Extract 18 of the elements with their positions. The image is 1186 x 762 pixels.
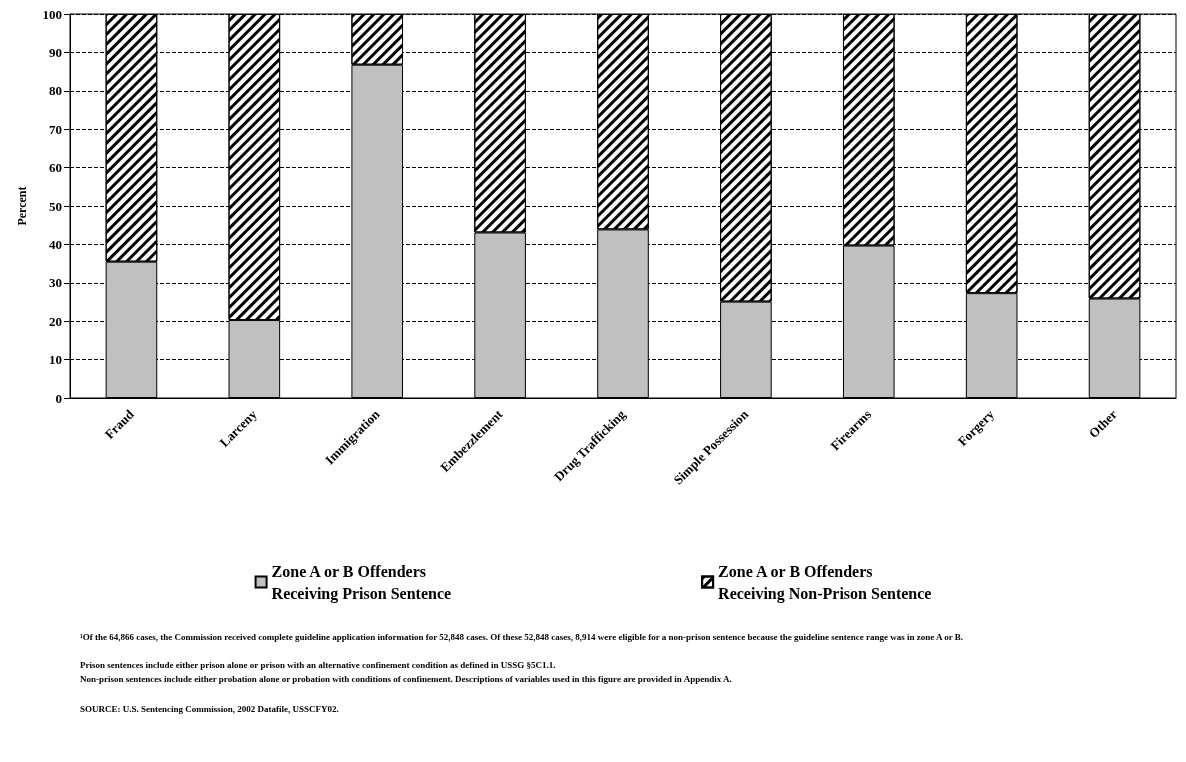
y-tick-label: 80 (49, 83, 62, 99)
text: ¹Of the 64,866 cases, the Commission received complete guideline application information for 52,848 cases. Of these 52,848 cases, 8,914 were eligible for a non-prison sentence because the guideline sentence range was in zone A or B. (80, 632, 964, 642)
y-tick-label: 20 (49, 313, 62, 329)
y-tick-label: 30 (49, 275, 62, 291)
y-tick-label: 10 (49, 352, 62, 368)
text: Non-prison sentences include either probation alone or probation with conditions of confinement. Descriptions of variables used in this figure are provided in Appendix A. (80, 674, 732, 684)
text: Prison sentences include either prison alone or prison with an alternative confinement condition as defined in USSG §5C1.1. (80, 660, 556, 670)
source-note: SOURCE: U.S. Sentencing Commission, 2002 Datafile, USSCFY02. (80, 704, 339, 714)
y-tick-label: 50 (49, 198, 62, 214)
y-tick-label: 0 (55, 390, 62, 406)
y-tick-label: 60 (49, 160, 62, 176)
y-axis-title: Percent (15, 186, 29, 226)
legend-label: Zone A or B Offenders Receiving Non-Prison Sentence (718, 562, 932, 603)
y-tick-label: 100 (42, 6, 62, 22)
y-tick-label: 70 (49, 121, 62, 137)
y-tick-label: 90 (49, 44, 62, 60)
legend-label: Zone A or B Offenders Receiving Prison Sentence (271, 562, 452, 603)
y-tick-label: 40 (49, 236, 62, 252)
